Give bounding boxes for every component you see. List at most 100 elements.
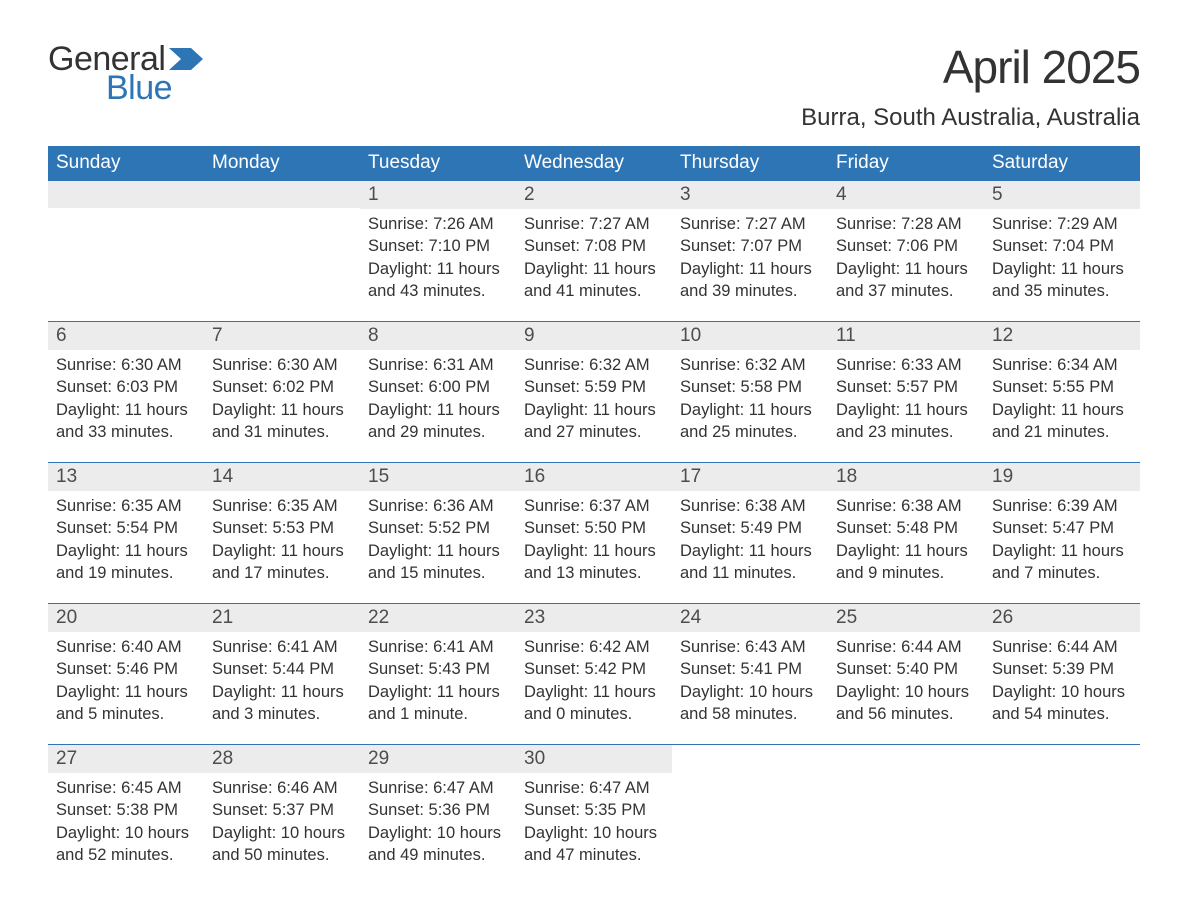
day-line: Daylight: 11 hours and 23 minutes. bbox=[836, 399, 976, 444]
day-line: Daylight: 11 hours and 39 minutes. bbox=[680, 258, 820, 303]
day-line: Daylight: 11 hours and 17 minutes. bbox=[212, 540, 352, 585]
day-number: 7 bbox=[204, 322, 360, 350]
calendar-day-cell: 6Sunrise: 6:30 AMSunset: 6:03 PMDaylight… bbox=[48, 322, 204, 452]
day-line: Sunrise: 6:44 AM bbox=[992, 636, 1132, 658]
day-line: Sunrise: 6:45 AM bbox=[56, 777, 196, 799]
calendar-week: 20Sunrise: 6:40 AMSunset: 5:46 PMDayligh… bbox=[48, 603, 1140, 734]
day-line: Sunrise: 6:32 AM bbox=[680, 354, 820, 376]
day-number: 26 bbox=[984, 604, 1140, 632]
location-subtitle: Burra, South Australia, Australia bbox=[801, 104, 1140, 132]
day-number: 8 bbox=[360, 322, 516, 350]
calendar-day-cell: 24Sunrise: 6:43 AMSunset: 5:41 PMDayligh… bbox=[672, 604, 828, 734]
calendar-day-cell: 17Sunrise: 6:38 AMSunset: 5:49 PMDayligh… bbox=[672, 463, 828, 593]
day-line: Daylight: 10 hours and 52 minutes. bbox=[56, 822, 196, 867]
day-body: Sunrise: 6:36 AMSunset: 5:52 PMDaylight:… bbox=[360, 491, 516, 584]
day-body: Sunrise: 6:33 AMSunset: 5:57 PMDaylight:… bbox=[828, 350, 984, 443]
day-line: Sunrise: 6:30 AM bbox=[212, 354, 352, 376]
calendar-day-cell: 8Sunrise: 6:31 AMSunset: 6:00 PMDaylight… bbox=[360, 322, 516, 452]
calendar-day-cell: 5Sunrise: 7:29 AMSunset: 7:04 PMDaylight… bbox=[984, 181, 1140, 311]
day-body: Sunrise: 6:39 AMSunset: 5:47 PMDaylight:… bbox=[984, 491, 1140, 584]
day-line: Sunset: 5:58 PM bbox=[680, 376, 820, 398]
day-line: Sunrise: 6:36 AM bbox=[368, 495, 508, 517]
day-line: Daylight: 11 hours and 5 minutes. bbox=[56, 681, 196, 726]
day-line: Sunset: 5:54 PM bbox=[56, 517, 196, 539]
calendar-day-cell bbox=[672, 745, 828, 875]
calendar-header-cell: Tuesday bbox=[360, 146, 516, 181]
day-line: Sunrise: 6:39 AM bbox=[992, 495, 1132, 517]
day-line: Daylight: 11 hours and 25 minutes. bbox=[680, 399, 820, 444]
day-body: Sunrise: 6:41 AMSunset: 5:43 PMDaylight:… bbox=[360, 632, 516, 725]
weeks-container: 1Sunrise: 7:26 AMSunset: 7:10 PMDaylight… bbox=[48, 181, 1140, 875]
calendar-day-cell: 28Sunrise: 6:46 AMSunset: 5:37 PMDayligh… bbox=[204, 745, 360, 875]
day-number: 15 bbox=[360, 463, 516, 491]
day-line: Daylight: 11 hours and 13 minutes. bbox=[524, 540, 664, 585]
day-line: Sunrise: 6:33 AM bbox=[836, 354, 976, 376]
calendar-day-cell: 2Sunrise: 7:27 AMSunset: 7:08 PMDaylight… bbox=[516, 181, 672, 311]
day-number: 6 bbox=[48, 322, 204, 350]
day-line: Daylight: 10 hours and 50 minutes. bbox=[212, 822, 352, 867]
day-line: Sunrise: 6:31 AM bbox=[368, 354, 508, 376]
day-number: 30 bbox=[516, 745, 672, 773]
day-line: Sunset: 7:04 PM bbox=[992, 235, 1132, 257]
day-body: Sunrise: 7:29 AMSunset: 7:04 PMDaylight:… bbox=[984, 209, 1140, 302]
day-body: Sunrise: 6:38 AMSunset: 5:49 PMDaylight:… bbox=[672, 491, 828, 584]
day-line: Sunrise: 6:37 AM bbox=[524, 495, 664, 517]
day-number: 2 bbox=[516, 181, 672, 209]
day-line: Daylight: 10 hours and 54 minutes. bbox=[992, 681, 1132, 726]
day-number: 28 bbox=[204, 745, 360, 773]
page-header: General Blue April 2025 Burra, South Aus… bbox=[48, 40, 1140, 132]
day-line: Daylight: 10 hours and 56 minutes. bbox=[836, 681, 976, 726]
day-line: Daylight: 10 hours and 49 minutes. bbox=[368, 822, 508, 867]
day-body: Sunrise: 6:42 AMSunset: 5:42 PMDaylight:… bbox=[516, 632, 672, 725]
day-line: Sunrise: 7:28 AM bbox=[836, 213, 976, 235]
calendar-day-cell: 11Sunrise: 6:33 AMSunset: 5:57 PMDayligh… bbox=[828, 322, 984, 452]
calendar-day-cell: 23Sunrise: 6:42 AMSunset: 5:42 PMDayligh… bbox=[516, 604, 672, 734]
calendar-day-cell: 15Sunrise: 6:36 AMSunset: 5:52 PMDayligh… bbox=[360, 463, 516, 593]
calendar-day-cell bbox=[984, 745, 1140, 875]
calendar-day-cell: 14Sunrise: 6:35 AMSunset: 5:53 PMDayligh… bbox=[204, 463, 360, 593]
calendar-header-cell: Saturday bbox=[984, 146, 1140, 181]
day-body: Sunrise: 6:43 AMSunset: 5:41 PMDaylight:… bbox=[672, 632, 828, 725]
day-line: Daylight: 11 hours and 11 minutes. bbox=[680, 540, 820, 585]
day-line: Daylight: 11 hours and 33 minutes. bbox=[56, 399, 196, 444]
day-line: Daylight: 11 hours and 15 minutes. bbox=[368, 540, 508, 585]
day-line: Sunset: 5:55 PM bbox=[992, 376, 1132, 398]
day-line: Daylight: 11 hours and 27 minutes. bbox=[524, 399, 664, 444]
day-body: Sunrise: 6:46 AMSunset: 5:37 PMDaylight:… bbox=[204, 773, 360, 866]
month-title: April 2025 bbox=[801, 40, 1140, 94]
day-line: Sunrise: 6:47 AM bbox=[368, 777, 508, 799]
calendar-header-cell: Wednesday bbox=[516, 146, 672, 181]
day-line: Sunrise: 6:34 AM bbox=[992, 354, 1132, 376]
day-number: 23 bbox=[516, 604, 672, 632]
calendar-day-cell bbox=[828, 745, 984, 875]
calendar-day-cell: 10Sunrise: 6:32 AMSunset: 5:58 PMDayligh… bbox=[672, 322, 828, 452]
day-body: Sunrise: 7:27 AMSunset: 7:08 PMDaylight:… bbox=[516, 209, 672, 302]
day-line: Sunset: 5:50 PM bbox=[524, 517, 664, 539]
day-number: 22 bbox=[360, 604, 516, 632]
day-body: Sunrise: 6:38 AMSunset: 5:48 PMDaylight:… bbox=[828, 491, 984, 584]
day-line: Sunrise: 6:38 AM bbox=[836, 495, 976, 517]
day-line: Daylight: 11 hours and 21 minutes. bbox=[992, 399, 1132, 444]
day-body: Sunrise: 7:28 AMSunset: 7:06 PMDaylight:… bbox=[828, 209, 984, 302]
day-line: Sunset: 6:00 PM bbox=[368, 376, 508, 398]
day-line: Sunrise: 6:30 AM bbox=[56, 354, 196, 376]
day-line: Sunset: 5:49 PM bbox=[680, 517, 820, 539]
calendar-day-cell bbox=[204, 181, 360, 311]
calendar-day-cell: 21Sunrise: 6:41 AMSunset: 5:44 PMDayligh… bbox=[204, 604, 360, 734]
day-line: Daylight: 11 hours and 3 minutes. bbox=[212, 681, 352, 726]
day-body: Sunrise: 6:44 AMSunset: 5:40 PMDaylight:… bbox=[828, 632, 984, 725]
day-line: Sunset: 5:35 PM bbox=[524, 799, 664, 821]
calendar-header-cell: Monday bbox=[204, 146, 360, 181]
day-number: 9 bbox=[516, 322, 672, 350]
calendar-day-cell: 25Sunrise: 6:44 AMSunset: 5:40 PMDayligh… bbox=[828, 604, 984, 734]
day-number: 21 bbox=[204, 604, 360, 632]
day-number: 24 bbox=[672, 604, 828, 632]
day-line: Sunset: 5:36 PM bbox=[368, 799, 508, 821]
day-line: Daylight: 10 hours and 47 minutes. bbox=[524, 822, 664, 867]
day-line: Sunset: 5:42 PM bbox=[524, 658, 664, 680]
day-line: Sunrise: 6:44 AM bbox=[836, 636, 976, 658]
day-line: Sunrise: 6:40 AM bbox=[56, 636, 196, 658]
day-line: Sunrise: 6:42 AM bbox=[524, 636, 664, 658]
day-line: Daylight: 11 hours and 43 minutes. bbox=[368, 258, 508, 303]
day-body: Sunrise: 6:41 AMSunset: 5:44 PMDaylight:… bbox=[204, 632, 360, 725]
